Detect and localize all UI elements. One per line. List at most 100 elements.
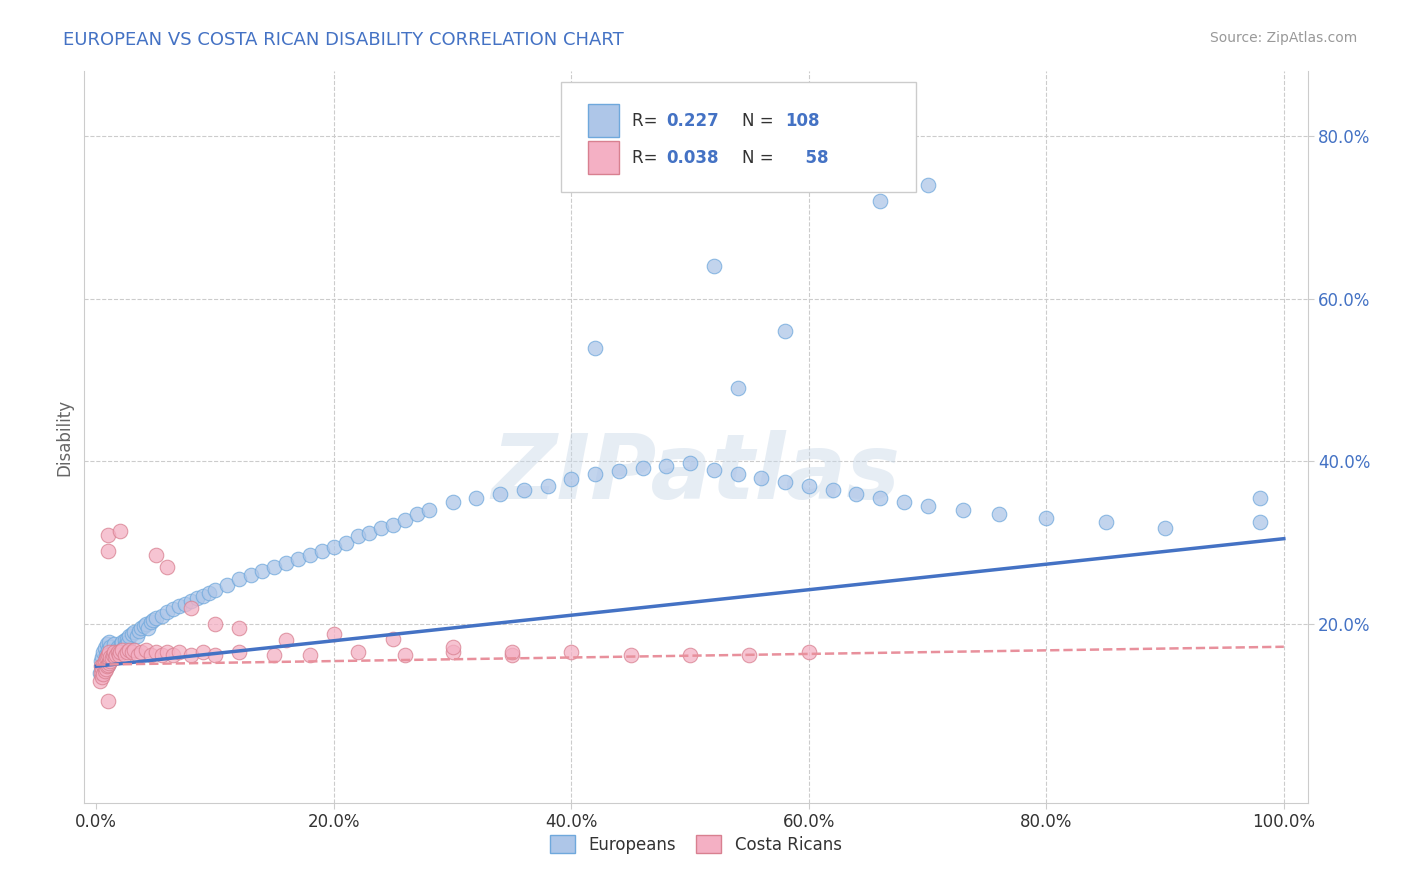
- Point: [131, 645, 153, 659]
- Point: [97, 648, 120, 662]
- Point: [107, 645, 129, 659]
- Point: [1094, 516, 1116, 530]
- Point: [108, 524, 131, 538]
- Point: [105, 648, 128, 662]
- Point: [103, 651, 125, 665]
- Point: [287, 552, 309, 566]
- Point: [987, 508, 1010, 522]
- Point: [93, 667, 115, 681]
- Point: [797, 645, 820, 659]
- Point: [115, 637, 138, 651]
- Point: [191, 645, 214, 659]
- Point: [917, 178, 939, 193]
- Point: [93, 641, 115, 656]
- Point: [869, 194, 891, 209]
- Point: [135, 617, 157, 632]
- Text: ZIPatlas: ZIPatlas: [492, 430, 900, 517]
- Point: [112, 640, 135, 654]
- Text: 108: 108: [786, 112, 820, 130]
- Point: [311, 544, 333, 558]
- Point: [125, 629, 148, 643]
- Point: [620, 648, 643, 662]
- Point: [91, 670, 114, 684]
- Point: [773, 475, 796, 489]
- Point: [703, 462, 725, 476]
- Point: [536, 479, 558, 493]
- Point: [93, 645, 115, 659]
- Point: [117, 635, 139, 649]
- Point: [204, 582, 226, 597]
- Text: EUROPEAN VS COSTA RICAN DISABILITY CORRELATION CHART: EUROPEAN VS COSTA RICAN DISABILITY CORRE…: [63, 31, 624, 49]
- Point: [104, 648, 127, 662]
- Point: [583, 341, 606, 355]
- Point: [382, 632, 405, 646]
- Point: [156, 645, 179, 659]
- Point: [145, 548, 167, 562]
- Point: [121, 645, 143, 659]
- Point: [111, 635, 134, 649]
- Point: [105, 643, 128, 657]
- Point: [98, 645, 121, 659]
- Point: [180, 648, 202, 662]
- Point: [180, 594, 202, 608]
- Point: [93, 662, 115, 676]
- Point: [100, 654, 122, 668]
- Point: [298, 648, 321, 662]
- Point: [679, 456, 702, 470]
- Point: [96, 637, 118, 651]
- Point: [93, 657, 115, 672]
- Point: [465, 491, 488, 505]
- Point: [91, 662, 114, 676]
- Point: [115, 645, 138, 659]
- Point: [773, 325, 796, 339]
- Point: [797, 479, 820, 493]
- Point: [103, 637, 125, 651]
- Point: [122, 643, 145, 657]
- Point: [727, 381, 749, 395]
- Point: [108, 641, 131, 656]
- Point: [97, 544, 120, 558]
- Text: R=: R=: [633, 149, 664, 167]
- Point: [169, 599, 191, 614]
- Point: [107, 648, 129, 662]
- Point: [263, 648, 285, 662]
- Point: [100, 640, 122, 654]
- Point: [93, 664, 115, 678]
- Point: [560, 645, 582, 659]
- Point: [174, 597, 197, 611]
- Point: [204, 648, 226, 662]
- Point: [893, 495, 915, 509]
- Point: [97, 527, 120, 541]
- Point: [418, 503, 440, 517]
- Point: [191, 589, 214, 603]
- Text: N =: N =: [742, 112, 779, 130]
- Point: [186, 591, 208, 605]
- Legend: Europeans, Costa Ricans: Europeans, Costa Ricans: [544, 829, 848, 860]
- Point: [100, 654, 122, 668]
- Point: [122, 625, 145, 640]
- Point: [107, 640, 129, 654]
- Point: [98, 635, 121, 649]
- Point: [156, 560, 179, 574]
- Point: [406, 508, 429, 522]
- Point: [90, 654, 112, 668]
- Point: [98, 649, 121, 664]
- Point: [100, 645, 122, 659]
- Point: [96, 654, 118, 668]
- Point: [139, 648, 162, 662]
- Point: [252, 564, 274, 578]
- Point: [276, 556, 298, 570]
- Point: [162, 602, 184, 616]
- Point: [118, 629, 141, 643]
- Point: [679, 648, 702, 662]
- Point: [845, 487, 868, 501]
- Point: [489, 487, 512, 501]
- Text: 0.227: 0.227: [666, 112, 720, 130]
- Point: [394, 513, 416, 527]
- Point: [96, 649, 118, 664]
- Point: [103, 645, 125, 659]
- Y-axis label: Disability: Disability: [55, 399, 73, 475]
- Point: [441, 640, 464, 654]
- Point: [145, 610, 167, 624]
- Point: [631, 461, 654, 475]
